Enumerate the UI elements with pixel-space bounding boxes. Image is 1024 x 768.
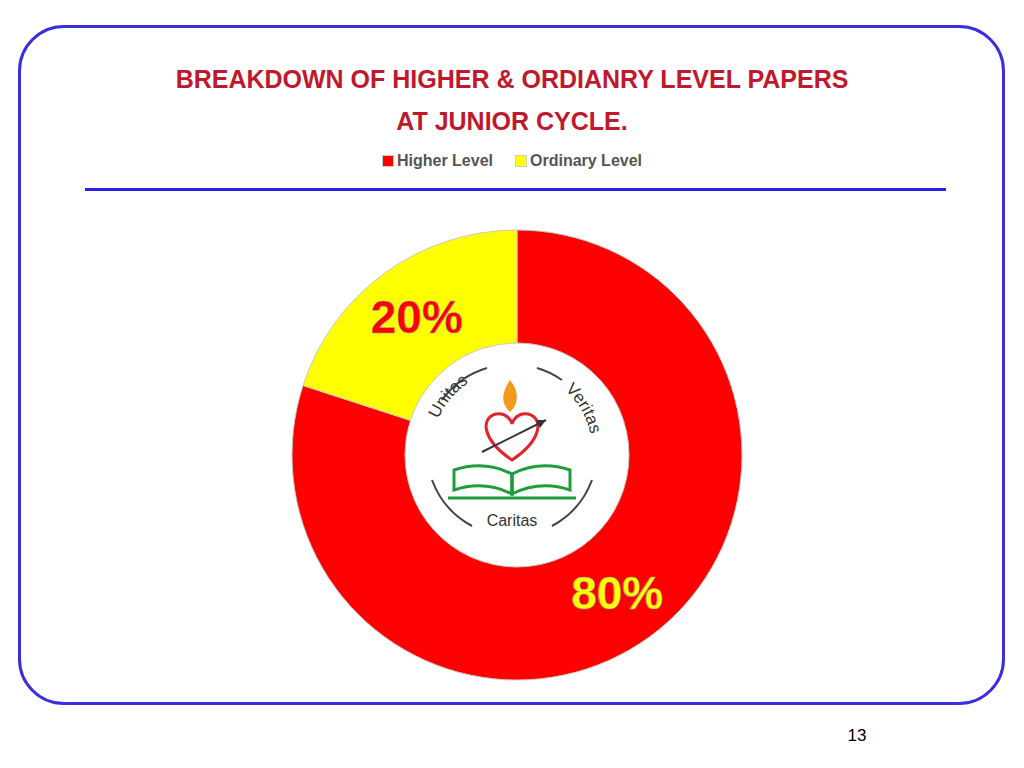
svg-text:20%: 20% [371, 291, 463, 343]
svg-text:Veritas: Veritas [562, 379, 605, 435]
html-text:BREAKDOWN OF HIGHER & ORDIANRY: BREAKDOWN OF HIGHER & ORDIANRY LEVEL PAP… [175, 65, 849, 135]
html-text:13: 13 [847, 726, 867, 745]
svg-text:80%: 80% [571, 567, 663, 619]
svg-text:Unitas: Unitas [425, 370, 471, 420]
html-text:Ordinary Level: Ordinary Level [530, 152, 642, 169]
svg-text:Caritas: Caritas [487, 512, 538, 529]
html-text:Higher Level: Higher Level [397, 152, 493, 169]
